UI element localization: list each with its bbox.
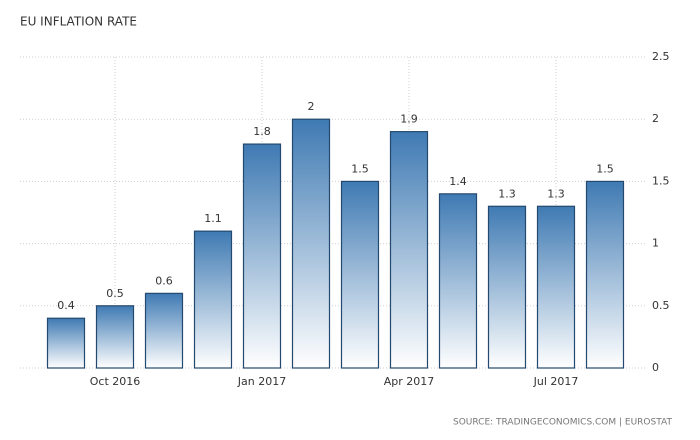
value-label: 0.4 (57, 299, 75, 312)
chart-title: EU INFLATION RATE (20, 15, 137, 29)
value-label: 0.5 (106, 287, 124, 300)
source-note: SOURCE: TRADINGECONOMICS.COM | EUROSTAT (453, 418, 673, 428)
bar (585, 180, 625, 369)
value-label: 1.4 (449, 175, 467, 188)
bar (340, 180, 380, 369)
value-label: 1.9 (400, 113, 418, 126)
y-tick-label: 1.5 (652, 174, 670, 187)
value-label: 2 (308, 100, 315, 113)
x-tick-label: Apr 2017 (384, 375, 435, 388)
y-tick-label: 2.5 (652, 50, 670, 63)
value-label: 1.3 (498, 187, 516, 200)
y-tick-label: 1 (652, 237, 659, 250)
bar (438, 193, 478, 369)
bar (536, 205, 576, 369)
bar (193, 230, 233, 369)
value-label: 1.3 (547, 187, 565, 200)
y-tick-label: 2 (652, 112, 659, 125)
bar (95, 305, 135, 369)
y-tick-label: 0.5 (652, 299, 670, 312)
bar (487, 205, 527, 369)
value-label: 1.1 (204, 212, 222, 225)
x-tick-label: Jul 2017 (533, 375, 579, 388)
value-label: 1.5 (351, 162, 369, 175)
bar (46, 317, 86, 369)
bar (291, 118, 331, 369)
y-tick-label: 0 (652, 361, 659, 374)
value-label: 1.8 (253, 125, 271, 138)
value-label: 1.5 (596, 162, 614, 175)
bar (389, 131, 429, 369)
x-tick-label: Jan 2017 (237, 375, 286, 388)
value-label: 0.6 (155, 274, 173, 287)
x-tick-label: Oct 2016 (90, 375, 141, 388)
bar (242, 143, 282, 369)
bar (144, 292, 184, 369)
